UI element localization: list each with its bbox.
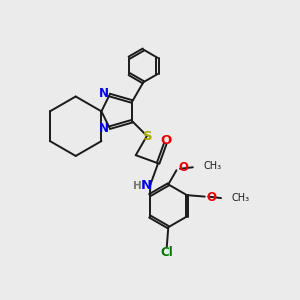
Text: O: O — [206, 191, 216, 204]
Text: N: N — [140, 179, 152, 192]
Text: CH₃: CH₃ — [231, 193, 250, 203]
Text: H: H — [133, 181, 142, 191]
Text: CH₃: CH₃ — [203, 161, 221, 171]
Text: Cl: Cl — [160, 246, 173, 259]
Text: O: O — [160, 134, 172, 147]
Text: N: N — [99, 122, 109, 135]
Text: S: S — [143, 130, 152, 143]
Text: O: O — [178, 161, 188, 174]
Text: N: N — [99, 87, 109, 100]
